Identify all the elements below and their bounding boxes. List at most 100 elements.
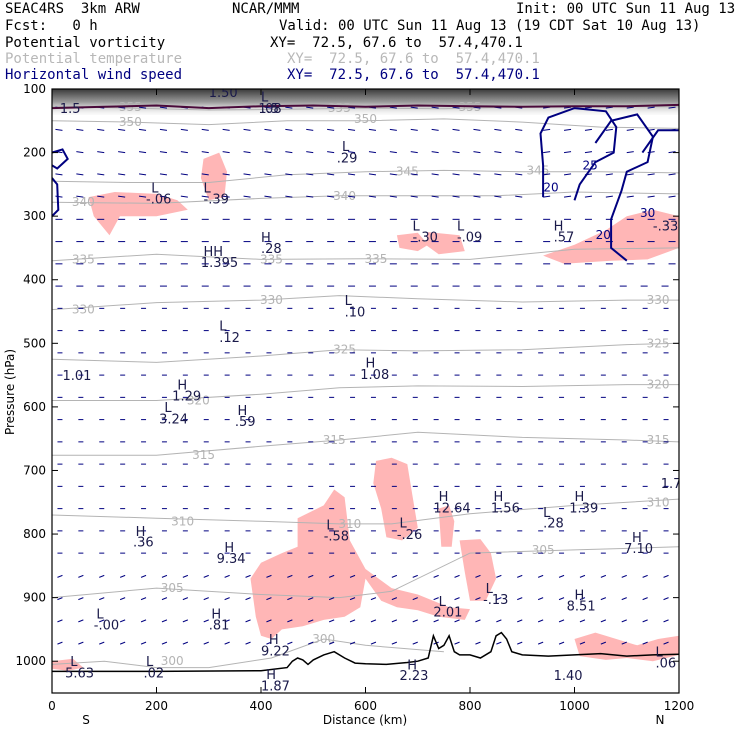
pv-extremum-label-4: .08	[261, 102, 282, 117]
wind-vector	[201, 128, 209, 131]
wind-vector	[584, 128, 593, 131]
pv-extremum-label-7: L	[151, 182, 159, 197]
pv-extremum-label-27: 1.08	[360, 368, 389, 383]
forecast-hour: Fcst: 0 h	[5, 18, 98, 34]
pv-extremum-label-51: 9.34	[217, 552, 246, 567]
theta-contour-310	[52, 498, 679, 525]
wind-vector	[140, 574, 147, 578]
wind-vector	[203, 641, 209, 645]
wind-vector	[584, 195, 593, 198]
x-tick-label: 200	[145, 699, 168, 713]
wind-vector	[203, 574, 209, 578]
pv-extremum-label-16: -.30	[413, 231, 438, 246]
x-tick-label: 1000	[559, 699, 590, 713]
wind-vector	[475, 641, 481, 645]
theta-label-300-1: 300	[312, 632, 335, 646]
theta-label-305-0: 305	[161, 581, 184, 595]
wind-vector	[494, 151, 502, 154]
wind-vector	[349, 641, 356, 645]
theta-label-340-1: 340	[333, 189, 356, 203]
pv-extremum-label-47: -.58	[324, 529, 349, 544]
wind-vector	[621, 619, 627, 623]
pv-extremum-label-70: L	[70, 655, 78, 670]
wind-vector	[605, 128, 613, 131]
pv-extremum-label-3: L	[261, 91, 269, 106]
wind-vector	[266, 619, 272, 623]
pv-extremum-label-61: .81	[209, 618, 230, 633]
theta-label-335-2: 335	[364, 252, 387, 266]
theta-contour-340	[52, 191, 679, 204]
pv-region-10	[52, 658, 84, 671]
wind-vector	[600, 641, 607, 645]
wind-speed-label-2: 20	[596, 228, 611, 242]
wind-vector	[433, 619, 439, 623]
wind-vector	[264, 151, 272, 154]
wind-vector	[621, 574, 627, 578]
wind-vector	[57, 574, 63, 578]
wind-vector	[57, 619, 63, 623]
wind-vector	[182, 597, 189, 601]
y-tick-label: 1000	[15, 654, 46, 668]
theta-contour-325	[52, 342, 679, 363]
wind-vector	[55, 195, 63, 198]
wind-vector	[266, 597, 272, 601]
theta-label-345-0: 345	[396, 165, 419, 179]
theta-contour-320	[52, 384, 679, 401]
pv-extremum-label-17: L	[457, 220, 465, 235]
theta-label-305-1: 305	[532, 543, 555, 557]
wind-vector	[642, 597, 648, 601]
pv-extremum-label-46: L	[326, 519, 334, 534]
wind-vector	[537, 641, 544, 645]
pv-extremum-label-10: -.39	[204, 192, 229, 207]
pv-extremum-label-45: -.26	[397, 528, 422, 543]
theta-label-330-1: 330	[260, 293, 283, 307]
theta-contour-330	[52, 295, 679, 311]
wind-vector	[119, 641, 126, 645]
wind-vector	[537, 574, 544, 578]
wind-vector	[118, 128, 126, 131]
pv-extremum-label-75: 1.87	[261, 679, 290, 694]
pv-region-5	[250, 489, 470, 639]
wind-vector	[563, 151, 572, 154]
pv-extremum-label-22: L	[345, 294, 353, 309]
wind-vector	[410, 106, 418, 109]
wind-vector	[222, 128, 230, 131]
pv-extremum-label-57: 2.01	[433, 606, 462, 621]
y-tick-label: 900	[23, 591, 46, 605]
south-endpoint-label: S	[82, 713, 90, 727]
wind-vector	[368, 151, 377, 154]
wind-vector	[410, 128, 418, 131]
wind-vector	[264, 173, 272, 176]
wind-vector	[433, 597, 439, 601]
wind-vector	[412, 597, 418, 601]
pv-extremum-label-43: .28	[543, 517, 564, 532]
pv-extremum-label-5: L	[342, 140, 350, 155]
wind-vector	[201, 173, 209, 176]
wind-vector	[308, 619, 314, 623]
pv-extremum-label-55: -.13	[483, 593, 508, 608]
wind-vector	[285, 151, 293, 154]
wind-vector	[99, 597, 105, 601]
wind-vector	[389, 173, 397, 176]
pv-extremum-label-20: .57	[554, 231, 575, 246]
wind-vector	[182, 574, 189, 578]
wind-vector	[285, 106, 293, 109]
wind-vector	[642, 619, 648, 623]
wind-vector	[180, 173, 188, 176]
pv-extremum-label-8: -.06	[146, 192, 171, 207]
wind-vector	[222, 195, 230, 198]
x-tick-label: 1200	[664, 699, 695, 713]
wind-vector	[543, 173, 551, 176]
pv-extremum-label-14: 1.395	[201, 256, 238, 271]
pv-extremum-label-71: 5.63	[65, 667, 94, 682]
wind-vector	[668, 195, 676, 198]
wind-vector	[579, 597, 586, 601]
pv-extremum-label-26: H	[366, 356, 376, 371]
theta-contour-335	[52, 247, 679, 262]
wind-vector	[368, 173, 377, 176]
pv-extremum-label-65: 9.22	[261, 644, 290, 659]
wind-vector	[668, 151, 676, 154]
wind-vector	[224, 641, 230, 645]
wind-vector	[668, 173, 676, 176]
wind-vector	[180, 128, 188, 131]
